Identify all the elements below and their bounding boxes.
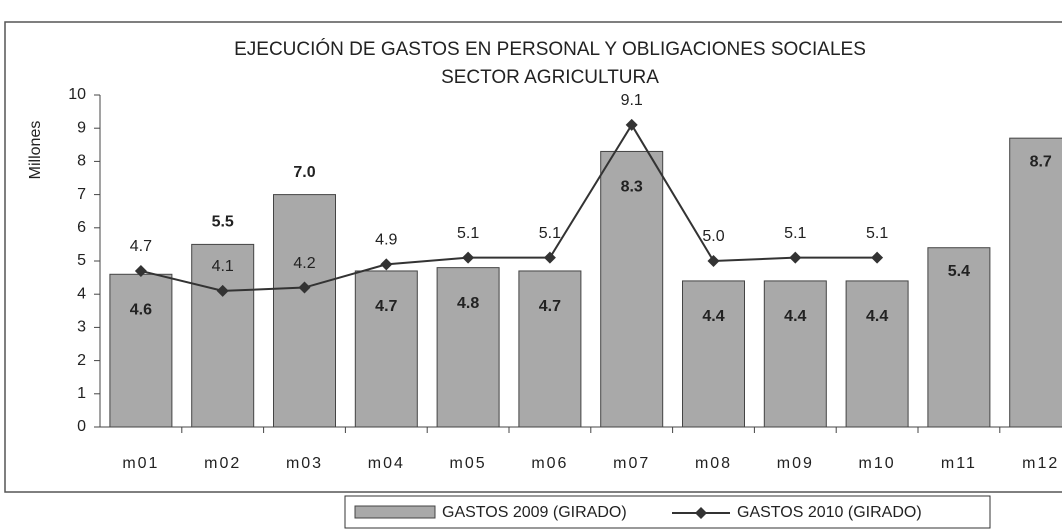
bar — [600, 150, 664, 428]
y-tick-label: 6 — [77, 219, 86, 236]
line-data-label: 5.1 — [784, 225, 806, 242]
line-marker — [871, 251, 884, 264]
x-tick-label: m08 — [695, 455, 732, 472]
bar — [354, 270, 418, 428]
x-tick-label: m09 — [777, 455, 814, 472]
x-tick-label: m11 — [941, 455, 977, 472]
chart-title: EJECUCIÓN DE GASTOS EN PERSONAL Y OBLIGA… — [234, 38, 866, 60]
legend-swatch — [354, 505, 436, 519]
y-tick-label: 4 — [77, 285, 86, 302]
x-tick-label: m07 — [613, 455, 650, 472]
line-data-label: 5.1 — [539, 225, 561, 242]
bar — [682, 280, 745, 428]
legend-box — [344, 495, 991, 529]
legend-label: GASTOS 2009 (GIRADO) — [442, 504, 627, 521]
line-marker — [216, 284, 229, 297]
line-marker — [134, 264, 147, 277]
x-tick-label: m10 — [859, 455, 896, 472]
y-tick-label: 3 — [77, 319, 86, 336]
x-tick-label: m12 — [1022, 455, 1059, 472]
x-tick-label: m02 — [204, 455, 241, 472]
line-data-label: 5.1 — [457, 225, 479, 242]
x-tick-label: m05 — [450, 455, 487, 472]
bar — [763, 280, 827, 428]
y-tick-label: 10 — [68, 86, 86, 103]
y-tick-label: 0 — [77, 418, 86, 435]
bar-data-label: 4.8 — [457, 295, 479, 312]
line-data-label: 5.1 — [866, 225, 888, 242]
bar — [436, 267, 500, 428]
line-marker — [789, 251, 802, 264]
bar-data-label: 4.4 — [866, 308, 888, 325]
legend-marker — [695, 507, 707, 519]
line-marker — [543, 251, 556, 264]
bar-data-label: 8.3 — [621, 179, 643, 196]
chart-subtitle: SECTOR AGRICULTURA — [441, 67, 659, 88]
y-tick-label: 8 — [77, 153, 86, 170]
x-tick-label: m01 — [122, 455, 159, 472]
line-marker — [298, 281, 311, 294]
line-marker — [625, 118, 638, 131]
bar — [273, 194, 336, 428]
y-tick-label: 7 — [77, 186, 86, 203]
bar-data-label: 4.4 — [784, 308, 806, 325]
bar-data-label: 5.4 — [948, 263, 970, 280]
bar — [191, 243, 255, 428]
y-tick-label: 2 — [77, 352, 86, 369]
line-data-label: 4.2 — [293, 255, 315, 272]
bar-data-label: 4.4 — [702, 308, 724, 325]
x-tick-label: m04 — [368, 455, 405, 472]
line-marker — [707, 255, 720, 267]
chart-frame — [4, 21, 1062, 493]
y-tick-label: 9 — [77, 119, 86, 136]
bar — [518, 270, 582, 428]
x-tick-label: m03 — [286, 455, 323, 472]
bar — [1009, 137, 1062, 428]
bar — [927, 247, 991, 428]
bar-data-label: 7.0 — [293, 164, 315, 181]
line-data-label: 4.1 — [212, 258, 234, 275]
bar-data-label: 8.7 — [1030, 153, 1052, 170]
line-marker — [380, 258, 393, 271]
line-marker — [462, 251, 475, 264]
bar-data-label: 5.5 — [212, 214, 234, 231]
line-data-label: 9.1 — [621, 92, 643, 109]
y-tick-label: 5 — [77, 252, 86, 269]
bar — [845, 280, 909, 428]
line — [140, 122, 878, 292]
bar-data-label: 4.6 — [130, 301, 152, 318]
line-data-label: 5.0 — [702, 228, 724, 245]
y-tick-label: 1 — [77, 385, 86, 402]
bar-data-label: 4.7 — [375, 298, 397, 315]
x-tick-label: m06 — [531, 455, 568, 472]
bar — [109, 273, 173, 428]
bar-data-label: 4.7 — [539, 298, 561, 315]
y-axis-label: Millones — [27, 121, 44, 180]
line-data-label: 4.9 — [375, 232, 397, 249]
line-data-label: 4.7 — [130, 238, 152, 255]
legend-label: GASTOS 2010 (GIRADO) — [737, 504, 922, 521]
